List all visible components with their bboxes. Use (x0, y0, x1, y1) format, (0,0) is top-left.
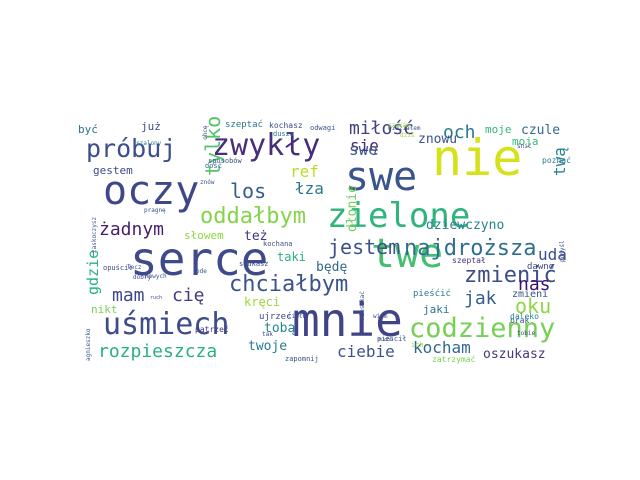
word-pomysl: pomyśl (559, 240, 566, 262)
word-byc: być (78, 123, 98, 136)
word-tez: też (244, 229, 268, 244)
word-pragne: pragnę (144, 207, 166, 214)
word-ruchu: ruchu (378, 337, 394, 343)
word-ujrzec: ujrzeć (259, 312, 292, 322)
word-ruch: ruch (150, 295, 163, 301)
word-opuscil: opuścił (103, 264, 133, 272)
word-dlonie: dłonie (345, 185, 360, 232)
word-te: swe (349, 140, 378, 159)
word-tak: tak (262, 331, 273, 338)
word-mnie: mnie (292, 293, 403, 347)
word-agnieszko: agnieszko (85, 328, 92, 361)
word-szukam: szukam (388, 122, 410, 129)
word-oczy: oczy (103, 168, 200, 214)
word-najdrozsza: najdroższa (404, 236, 537, 261)
word-twoje: twoje (248, 339, 288, 354)
word-poznac: poznać (542, 156, 571, 165)
word-moje: moje (485, 123, 512, 136)
word-tobie: tobie (517, 330, 536, 337)
word-taki: taki (277, 250, 306, 264)
word-widzialem: widziałem (388, 125, 421, 132)
word-nas: nas (518, 274, 551, 295)
word-moja: moja (512, 135, 539, 148)
word-ciebie: ciebie (337, 342, 395, 361)
word-nie: nie (432, 129, 523, 187)
word-wiem: wiem (373, 313, 388, 320)
word-codzienny: codzienny (409, 313, 556, 344)
word-slowem: słowem (184, 229, 224, 242)
word-szeptal: szeptał (452, 256, 486, 265)
word-dosc: dość (205, 162, 222, 170)
word-zatrzymac: zatrzymać (432, 355, 476, 364)
word-zmieni: zmieni (512, 289, 549, 300)
word-mam: mam (112, 285, 145, 306)
word-znow: znów (200, 179, 215, 186)
word-szukasz: szukasz (239, 260, 269, 268)
word-mieszkac: mieszkać (359, 291, 366, 320)
word-kochana: kochana (263, 240, 293, 248)
word-ref: ref (290, 162, 319, 181)
word-jaki: jaki (423, 303, 450, 316)
word-uda: uda (538, 245, 567, 264)
word-och: och (443, 122, 476, 143)
word-kochasz: kochasz (269, 121, 303, 130)
word-milosc: miłość (349, 118, 415, 139)
word-sie: się (350, 136, 379, 155)
word-toba: tobą (264, 321, 296, 336)
word-znowu: znowu (418, 132, 458, 147)
word-dziewczyno: dziewczyno (426, 218, 505, 233)
word-dobry: dobry (133, 274, 152, 281)
word-piescic: pieśćić (413, 289, 451, 299)
word-piescil: pieścił (377, 335, 407, 343)
word-nowych: nowych (145, 273, 167, 280)
word-probuj: próbuj (86, 134, 177, 163)
word-gdzie: gdzie (84, 249, 102, 295)
word-zwykly: zwykły (212, 128, 321, 163)
word-serce: serce (130, 232, 269, 286)
word-szeptac: szeptać (225, 120, 263, 130)
word-zapomnij: zapomnij (285, 355, 319, 363)
word-usmiech: uśmiech (103, 307, 230, 342)
word-kreci: kręci (244, 295, 281, 309)
word-zielone: zielone (327, 196, 471, 236)
word-czule: czule (521, 123, 561, 138)
word-dusza: dusza (273, 130, 295, 138)
word-chce: chcę (202, 125, 209, 140)
word-jestem: jestem (328, 235, 401, 259)
word-kocham: kocham (413, 338, 471, 357)
word-brak: brak (510, 316, 530, 325)
word-ode: ode (196, 268, 207, 275)
word-chcialbym: chciałbym (229, 272, 349, 297)
word-zaskoczysz: zaskoczysz (91, 216, 98, 253)
word-zadnym: żadnym (99, 219, 165, 240)
word-juz: już (141, 120, 161, 133)
word-dzis: dziś (400, 132, 415, 139)
word-jak: jak (464, 288, 497, 309)
word-szalony: szalony (136, 140, 162, 147)
word-dawno: dawno (527, 262, 555, 272)
word-daleko: daleko (510, 312, 539, 321)
word-twe: twe (371, 231, 444, 277)
word-rozpieszcza: rozpieszcza (98, 341, 218, 362)
word-sposobow: sposobów (208, 157, 242, 165)
word-bede: będę (316, 260, 348, 275)
word-lza: łza (295, 179, 324, 198)
word-gestem: gestem (93, 164, 133, 177)
word-oddalbym: oddałbym (200, 204, 306, 229)
word-odwagi: odwagi (310, 124, 336, 132)
word-nikt: nikt (91, 303, 118, 316)
word-patrzec: patrzeć (195, 325, 229, 334)
word-los: los (230, 179, 267, 203)
word-oku: oku (515, 294, 552, 318)
word-zmienic: zmienić (464, 263, 557, 288)
word-ich: ich (411, 341, 424, 349)
word-snic: śnić (517, 143, 532, 150)
word-swe: swe (345, 154, 418, 200)
word-oszukasz: oszukasz (483, 347, 546, 362)
word-cie: cię (172, 285, 205, 306)
word-cialo: ciało (288, 313, 307, 320)
word-lecz: lecz (127, 264, 142, 271)
